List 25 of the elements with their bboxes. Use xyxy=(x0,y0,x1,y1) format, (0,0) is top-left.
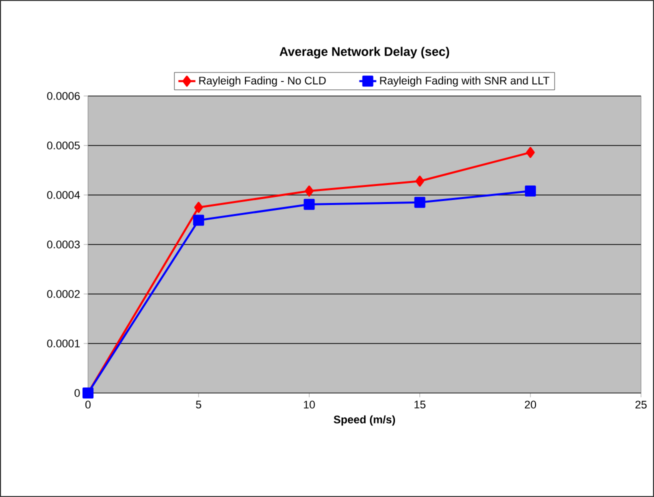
point xyxy=(193,214,204,226)
point xyxy=(304,186,314,197)
x-tick-label: 25 xyxy=(635,400,647,409)
point xyxy=(414,196,426,208)
y-tick-label: 0.0006 xyxy=(47,92,80,100)
chart-title: Average Network Delay (sec) xyxy=(280,46,450,58)
point xyxy=(415,176,424,187)
point xyxy=(526,146,535,158)
x-axis-title: Speed (m/s) xyxy=(334,415,396,426)
point xyxy=(304,198,315,210)
legend-label: Rayleigh Fading with SNR and LLT xyxy=(380,76,550,87)
legend-label: Rayleigh Fading - No CLD xyxy=(199,76,326,87)
y-tick-label: 0.0003 xyxy=(47,240,80,248)
point xyxy=(524,186,536,197)
point xyxy=(194,202,203,213)
y-tick-label: 0.0001 xyxy=(47,340,80,348)
x-tick-label: 15 xyxy=(414,400,426,408)
x-tick-label: 0 xyxy=(85,400,91,409)
y-tick-label: 0.0004 xyxy=(47,191,80,199)
x-tick-label: 5 xyxy=(196,400,202,408)
x-tick-label: 10 xyxy=(304,400,315,409)
y-tick-label: 0 xyxy=(74,389,80,397)
x-tick-label: 20 xyxy=(524,400,536,409)
y-tick-label: 0.0002 xyxy=(47,290,80,298)
y-tick-label: 0.0005 xyxy=(47,142,80,150)
